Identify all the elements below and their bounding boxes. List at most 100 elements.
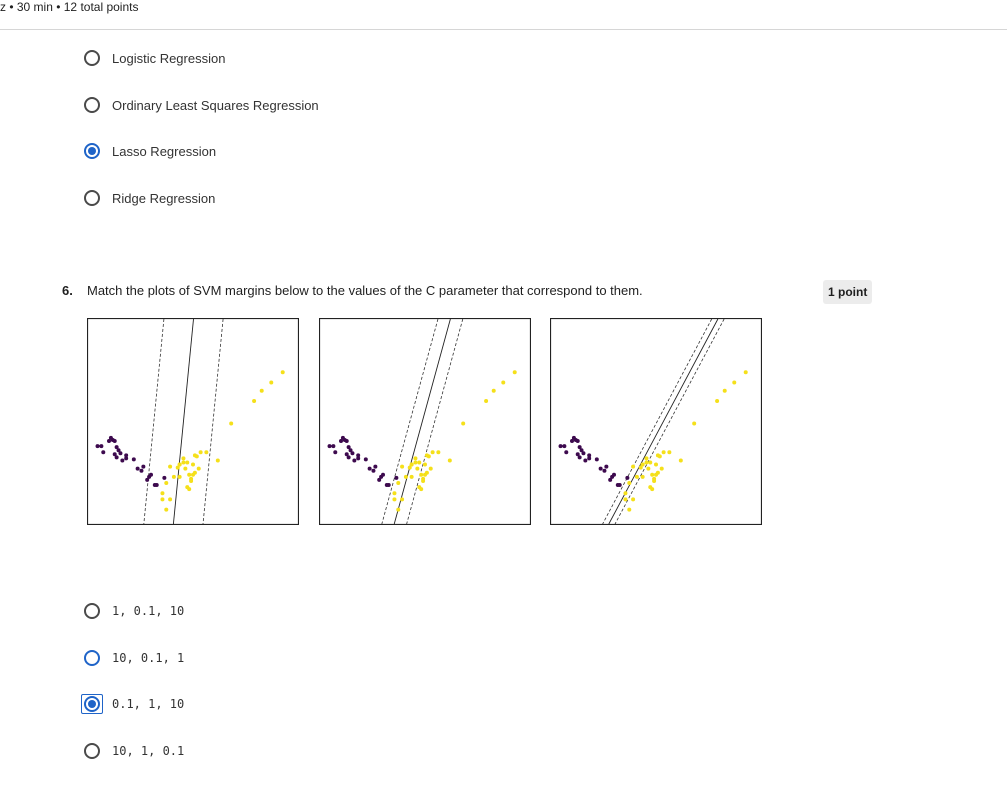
question-number: 6. <box>62 283 73 298</box>
data-point-class-0 <box>120 458 125 463</box>
data-point-class-1 <box>659 466 664 471</box>
data-point-class-0 <box>145 477 150 482</box>
data-point-class-1 <box>722 388 727 393</box>
data-point-class-1 <box>638 465 643 470</box>
data-point-class-0 <box>617 483 622 488</box>
data-point-class-0 <box>350 451 355 456</box>
data-point-class-0 <box>342 437 347 442</box>
data-point-class-1 <box>430 450 435 455</box>
data-point-class-0 <box>373 464 378 469</box>
q6-option-2[interactable]: 10, 0.1, 1 <box>84 647 184 669</box>
data-point-class-0 <box>352 458 357 463</box>
plot-frame <box>87 318 299 525</box>
data-point-class-1 <box>204 450 209 455</box>
option-label: 1, 0.1, 10 <box>112 604 185 618</box>
data-point-class-1 <box>400 464 405 469</box>
data-point-class-1 <box>252 399 257 403</box>
data-point-class-0 <box>587 456 592 461</box>
data-point-class-1 <box>215 458 220 463</box>
data-point-class-1 <box>403 474 408 479</box>
data-point-class-0 <box>625 475 630 480</box>
data-point-class-1 <box>491 388 496 393</box>
data-point-class-1 <box>652 476 657 481</box>
data-point-class-0 <box>583 458 588 463</box>
plot-frame <box>550 318 762 525</box>
data-point-class-1 <box>409 462 414 467</box>
radio-button[interactable] <box>84 50 100 66</box>
data-point-class-0 <box>116 448 121 453</box>
data-point-class-1 <box>400 497 405 502</box>
data-point-class-0 <box>612 472 616 477</box>
data-point-class-1 <box>415 466 420 471</box>
radio-button[interactable] <box>84 190 100 206</box>
data-point-class-1 <box>187 487 192 492</box>
data-point-class-1 <box>185 460 190 465</box>
q5-option-ols-regression[interactable]: Ordinary Least Squares Regression <box>84 94 319 116</box>
data-point-class-0 <box>154 483 159 488</box>
data-point-class-0 <box>124 453 129 458</box>
option-label: 10, 0.1, 1 <box>112 651 185 665</box>
data-point-class-1 <box>654 472 658 477</box>
data-point-class-1 <box>392 497 397 502</box>
data-point-class-1 <box>269 380 274 385</box>
radio-button[interactable] <box>84 603 100 619</box>
svm-plot-2 <box>319 318 531 525</box>
data-point-class-0 <box>149 472 153 477</box>
data-point-class-1 <box>175 465 180 470</box>
data-point-class-1 <box>189 476 194 481</box>
data-point-class-0 <box>575 452 580 457</box>
data-point-class-0 <box>344 452 349 457</box>
data-point-class-1 <box>426 454 431 459</box>
radio-button[interactable] <box>84 743 100 759</box>
question-text: Match the plots of SVM margins below to … <box>87 283 643 298</box>
radio-button[interactable] <box>84 97 100 113</box>
data-point-class-1 <box>484 399 489 403</box>
q5-option-lasso-regression[interactable]: Lasso Regression <box>84 140 216 162</box>
data-point-class-0 <box>162 475 167 480</box>
data-point-class-1 <box>661 450 666 455</box>
data-point-class-1 <box>654 462 658 467</box>
data-point-class-1 <box>732 380 737 385</box>
q6-option-1[interactable]: 1, 0.1, 10 <box>84 600 184 622</box>
data-point-class-1 <box>512 370 517 375</box>
margin-line-right <box>406 318 464 525</box>
data-point-class-0 <box>118 451 123 456</box>
data-point-class-1 <box>177 462 182 467</box>
data-point-class-0 <box>363 457 368 462</box>
data-point-class-0 <box>356 453 361 458</box>
margin-line-left <box>143 318 165 525</box>
radio-button-selected[interactable] <box>84 696 100 712</box>
q6-option-3[interactable]: 0.1, 1, 10 <box>81 693 184 715</box>
option-label: 10, 1, 0.1 <box>112 744 185 758</box>
data-point-class-1 <box>650 472 655 477</box>
data-point-class-1 <box>631 497 636 502</box>
data-point-class-0 <box>598 466 603 471</box>
radio-button[interactable] <box>84 650 100 666</box>
data-point-class-1 <box>648 460 653 465</box>
data-point-class-1 <box>692 421 697 426</box>
option-label: Ridge Regression <box>112 190 216 206</box>
data-point-class-1 <box>627 481 632 485</box>
data-point-class-1 <box>461 421 466 426</box>
data-point-class-1 <box>396 507 401 512</box>
data-point-class-1 <box>183 466 188 471</box>
data-point-class-1 <box>259 388 264 393</box>
data-point-class-1 <box>198 450 203 455</box>
data-point-class-1 <box>447 458 452 463</box>
data-point-class-1 <box>280 370 285 375</box>
data-point-class-1 <box>229 421 234 426</box>
decision-boundary <box>393 318 451 525</box>
data-point-class-1 <box>181 460 186 465</box>
data-point-class-1 <box>627 507 632 512</box>
data-point-class-1 <box>644 456 649 461</box>
margin-line-right <box>202 318 224 525</box>
data-point-class-1 <box>191 472 195 477</box>
data-point-class-0 <box>141 464 146 469</box>
data-point-class-0 <box>573 437 578 442</box>
radio-button-selected[interactable] <box>84 143 100 159</box>
margin-line-right <box>614 318 725 525</box>
q6-option-4[interactable]: 10, 1, 0.1 <box>84 740 184 762</box>
q5-option-logistic-regression[interactable]: Logistic Regression <box>84 47 225 69</box>
data-point-class-1 <box>623 491 628 496</box>
q5-option-ridge-regression[interactable]: Ridge Regression <box>84 187 215 209</box>
